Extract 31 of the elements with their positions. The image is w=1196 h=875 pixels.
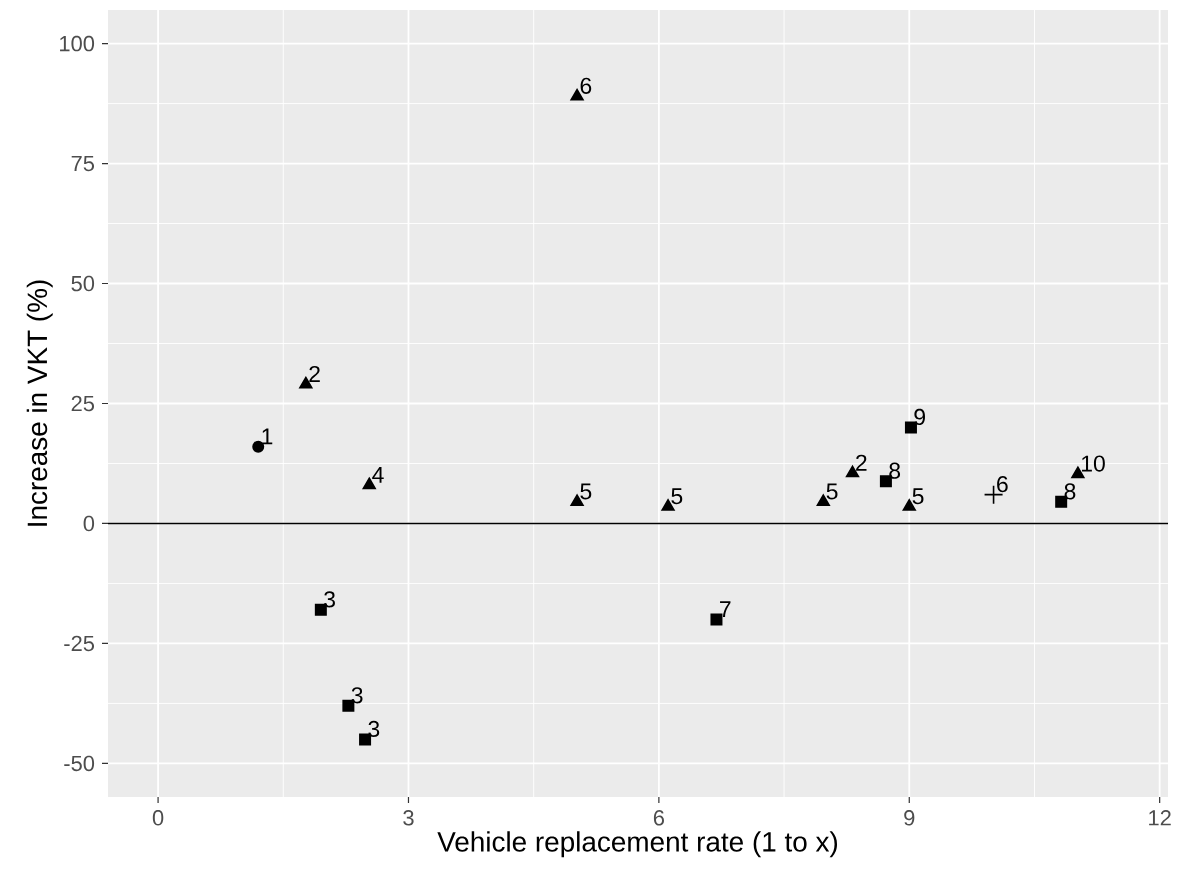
annotation: 2 — [309, 365, 320, 382]
annotation: 3 — [368, 720, 380, 738]
annotation: 9 — [914, 408, 925, 426]
annotation: 7 — [720, 601, 731, 618]
y-tick-label: 100 — [60, 35, 95, 52]
y-tick-label: -50 — [64, 755, 95, 772]
annotation: 1 — [262, 428, 273, 445]
annotation: 8 — [889, 462, 901, 479]
annotation: 3 — [351, 687, 363, 704]
x-tick-label: 6 — [653, 810, 664, 826]
x-tick-label: 12 — [1149, 810, 1171, 826]
annotation: 5 — [826, 483, 838, 500]
annotation: 5 — [671, 488, 683, 505]
annotation: 5 — [580, 483, 592, 500]
annotation: 6 — [997, 476, 1008, 493]
annotation: 3 — [324, 591, 335, 608]
annotation: 10 — [1082, 455, 1105, 472]
annotation: 6 — [580, 77, 592, 94]
x-axis-title: Vehicle replacement rate (1 to x) — [437, 831, 838, 858]
annotation: 2 — [856, 454, 867, 471]
x-tick-label: 9 — [904, 810, 915, 826]
y-tick-label: 50 — [71, 275, 95, 292]
y-tick-label: 0 — [83, 515, 95, 532]
y-axis-title: Increase in VKT (%) — [26, 280, 53, 526]
x-tick-label: 0 — [152, 810, 164, 826]
y-tick-label: -25 — [64, 635, 95, 652]
y-tick-label: 75 — [71, 155, 95, 172]
x-tick-label: 3 — [403, 810, 414, 826]
annotation: 4 — [372, 466, 384, 483]
y-tick-label: 25 — [71, 395, 95, 412]
annotation: 5 — [912, 488, 924, 505]
